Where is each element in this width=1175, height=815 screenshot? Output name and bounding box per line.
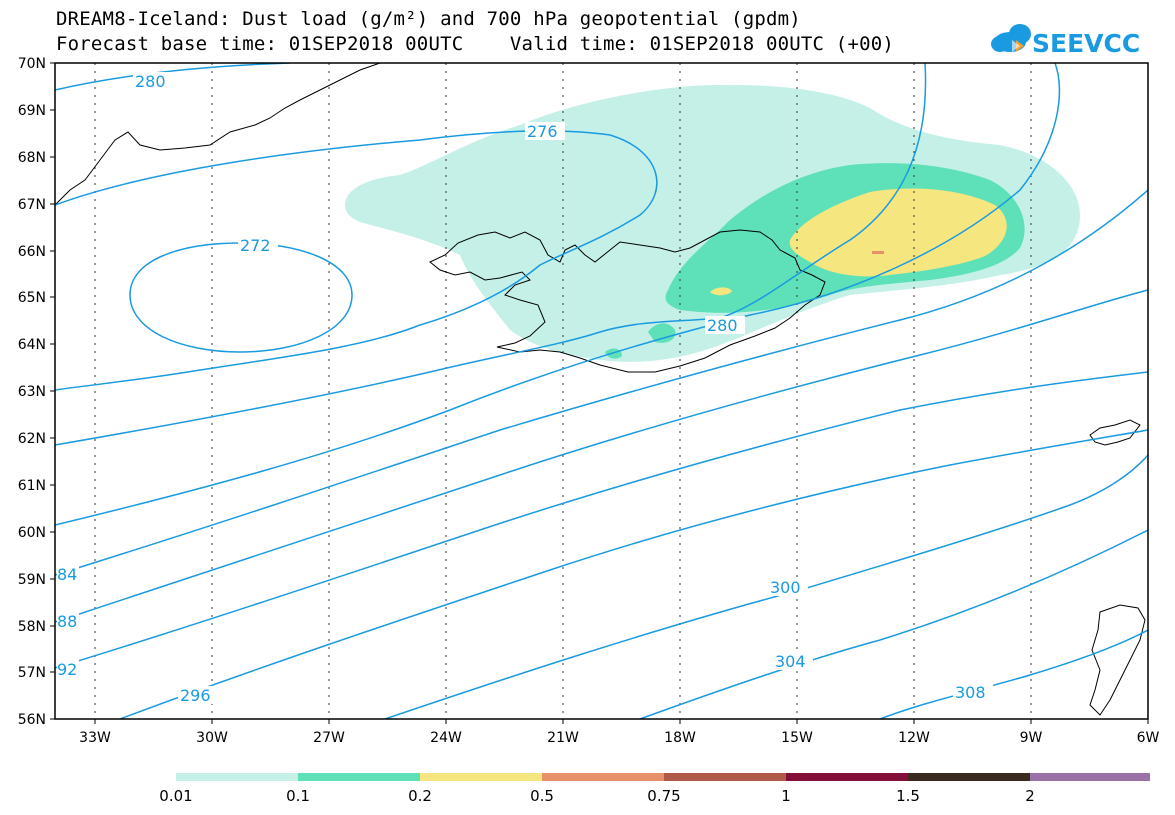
- geopotential-contours: [55, 63, 1148, 719]
- contour-308: [879, 629, 1148, 719]
- lon-label: 18W: [664, 730, 696, 746]
- contour-label: 276: [527, 122, 558, 141]
- lon-label: 12W: [898, 730, 930, 746]
- lon-label: 9W: [1020, 730, 1043, 746]
- dust-0.5-spot: [872, 251, 884, 254]
- contour-300: [384, 454, 1148, 719]
- logo-text: SEEVCCC: [1032, 29, 1140, 58]
- lat-label: 60N: [18, 525, 46, 541]
- colorbar-label: 0.75: [647, 787, 680, 805]
- tick-marks: [50, 62, 1149, 724]
- colorbar-label: 0.5: [530, 787, 554, 805]
- contour-288: [55, 189, 1148, 576]
- dust-0.1-spot: [605, 323, 676, 359]
- contour-304: [639, 529, 1148, 719]
- lat-label: 68N: [18, 150, 46, 166]
- colorbar-swatch: [908, 773, 1030, 781]
- lat-label: 65N: [18, 290, 46, 306]
- contour-280: [55, 63, 927, 446]
- dust-shading: [345, 84, 1080, 362]
- lat-label: 61N: [18, 478, 46, 494]
- dust-0.2-region: [789, 188, 1007, 277]
- colorbar: 0.01 0.1 0.2 0.5 0.75 1 1.5 2: [159, 773, 1150, 805]
- colorbar-swatch: [786, 773, 908, 781]
- contour-296: [55, 371, 1148, 669]
- cloud-icon: [991, 24, 1031, 52]
- lon-label: 24W: [430, 730, 462, 746]
- latitude-labels: 56N 57N 58N 59N 60N 61N 62N 63N 64N 65N …: [18, 56, 46, 728]
- colorbar-swatch: [664, 773, 786, 781]
- lat-label: 64N: [18, 337, 46, 353]
- contour-284: [55, 63, 1061, 526]
- contour-296b: [119, 429, 1148, 719]
- contour-276: [55, 130, 658, 391]
- lat-label: 67N: [18, 197, 46, 213]
- seevccc-logo: SEEVCCC: [991, 24, 1140, 58]
- lat-label: 66N: [18, 244, 46, 260]
- colorbar-label: 2: [1025, 787, 1035, 805]
- contour-label: 88: [57, 612, 77, 631]
- contour-label: 304: [775, 652, 806, 671]
- contour-label: 296: [180, 686, 211, 705]
- greenland-coast: [55, 63, 381, 206]
- colorbar-swatch: [420, 773, 542, 781]
- contour-292: [55, 289, 1148, 623]
- longitude-labels: 33W 30W 27W 24W 21W 18W 15W 12W 9W 6W: [79, 730, 1159, 746]
- lat-label: 62N: [18, 431, 46, 447]
- colorbar-label: 1.5: [896, 787, 920, 805]
- contour-label: 272: [240, 236, 271, 255]
- contour-label: 280: [135, 72, 166, 91]
- lon-label: 21W: [547, 730, 579, 746]
- colorbar-swatch: [176, 773, 298, 781]
- contour-label: 84: [57, 565, 77, 584]
- colorbar-swatch: [1030, 773, 1150, 781]
- contour-label: 280: [707, 316, 738, 335]
- dust-0.01-region: [345, 84, 1080, 362]
- lat-label: 57N: [18, 665, 46, 681]
- colorbar-label: 0.1: [286, 787, 310, 805]
- lat-label: 63N: [18, 384, 46, 400]
- forecast-times: Forecast base time: 01SEP2018 00UTC Vali…: [56, 33, 895, 55]
- lat-label: 58N: [18, 619, 46, 635]
- lat-label: 59N: [18, 572, 46, 588]
- lon-label: 15W: [781, 730, 813, 746]
- contour-labels: 280 276 272 280 84 88 92 296 300 304 308: [57, 72, 993, 705]
- lon-label: 30W: [196, 730, 228, 746]
- lon-label: 27W: [313, 730, 345, 746]
- contour-label: 300: [770, 578, 801, 597]
- faroe-shetland-coast: [1089, 419, 1146, 716]
- colorbar-label: 0.01: [159, 787, 192, 805]
- contour-label: 308: [955, 683, 986, 702]
- iceland-coast: [429, 229, 826, 373]
- map-title: DREAM8-Iceland: Dust load (g/m²) and 700…: [56, 8, 801, 30]
- colorbar-label: 0.2: [408, 787, 432, 805]
- coastlines: [55, 63, 1146, 716]
- lat-label: 69N: [18, 103, 46, 119]
- lon-label: 33W: [79, 730, 111, 746]
- contour-label: 92: [57, 660, 77, 679]
- lon-label: 6W: [1137, 730, 1160, 746]
- dust-0.2-spot: [710, 287, 732, 296]
- lat-label: 70N: [18, 56, 46, 72]
- colorbar-swatch: [542, 773, 664, 781]
- lat-label: 56N: [18, 712, 46, 728]
- colorbar-label: 1: [781, 787, 791, 805]
- lat-lon-grid: [94, 63, 1032, 719]
- colorbar-swatch: [298, 773, 420, 781]
- contour-272: [129, 242, 353, 353]
